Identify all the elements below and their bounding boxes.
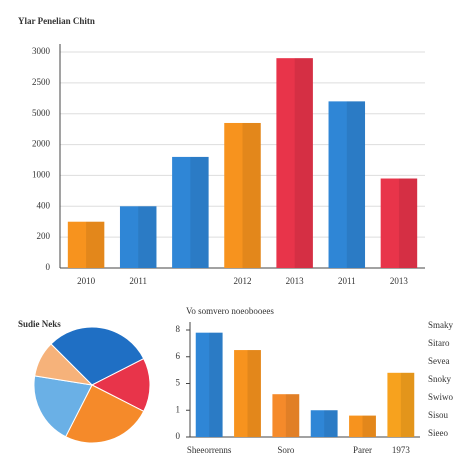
- bar: [172, 156, 209, 268]
- legend-label: Sevea: [428, 356, 450, 366]
- y-tick-label: 5: [176, 378, 181, 388]
- pie-slice: [50, 326, 145, 386]
- y-tick-label: 1: [176, 404, 181, 414]
- pie-slice: [90, 357, 151, 413]
- bar: [276, 58, 313, 268]
- bar-shade: [86, 221, 105, 268]
- legend-label: Sisou: [428, 410, 449, 420]
- chart-title: Sudie Neks: [18, 319, 61, 329]
- y-tick-label: 2000: [32, 139, 51, 149]
- bar-shade: [362, 415, 376, 437]
- bar-shade: [190, 156, 209, 268]
- bar-shade: [209, 332, 223, 437]
- bar: [224, 122, 261, 268]
- x-tick-label: 2013: [390, 276, 409, 286]
- x-tick-label: 2011: [338, 276, 356, 286]
- legend-label: Sieeo: [428, 428, 448, 438]
- bar-shade: [247, 350, 261, 437]
- bar: [119, 206, 157, 268]
- legend-label: Snoky: [428, 374, 452, 384]
- bar: [349, 415, 376, 437]
- y-tick-label: 3000: [32, 46, 51, 56]
- pie-slice: [33, 375, 93, 438]
- bar-shade: [138, 206, 157, 268]
- y-tick-label: 400: [37, 200, 51, 210]
- bar-shade: [324, 410, 338, 437]
- y-tick-label: 0: [176, 431, 181, 441]
- chart-title: Vo somvero noeobooees: [186, 306, 274, 316]
- bar: [272, 394, 300, 437]
- x-tick-label: Parer: [353, 445, 372, 455]
- y-tick-label: 8: [176, 324, 181, 334]
- bar: [234, 350, 261, 437]
- y-tick-label: 2500: [32, 77, 51, 87]
- bar-shade: [285, 394, 300, 437]
- bar-shade: [398, 178, 418, 268]
- x-tick-label: 1973: [392, 445, 411, 455]
- x-tick-label: 2011: [129, 276, 147, 286]
- y-tick-label: 1000: [32, 169, 51, 179]
- bar: [328, 101, 366, 268]
- bar: [387, 372, 415, 437]
- x-tick-label: 2012: [234, 276, 252, 286]
- bar-shade: [242, 122, 261, 268]
- y-tick-label: 6: [176, 351, 181, 361]
- x-tick-label: Soro: [277, 445, 295, 455]
- y-tick-label: 200: [37, 231, 51, 241]
- legend-label: Smaky: [428, 320, 454, 330]
- bar-shade: [346, 101, 366, 268]
- pie-slice: [34, 343, 94, 386]
- chart-title: Ylar Penelian Chitn: [18, 16, 95, 26]
- bar: [67, 221, 105, 268]
- bar-shade: [400, 372, 415, 437]
- x-tick-label: 2013: [286, 276, 305, 286]
- bar: [195, 332, 223, 437]
- legend-label: Swiwo: [428, 392, 454, 402]
- x-tick-label: Sheeorrenns: [187, 445, 232, 455]
- y-tick-label: 5000: [32, 108, 51, 118]
- y-tick-label: 0: [46, 262, 51, 272]
- bar: [310, 410, 338, 437]
- legend-label: Sitaro: [428, 338, 450, 348]
- bar: [380, 178, 418, 268]
- x-tick-label: 2010: [77, 276, 96, 286]
- bar-shade: [294, 58, 313, 268]
